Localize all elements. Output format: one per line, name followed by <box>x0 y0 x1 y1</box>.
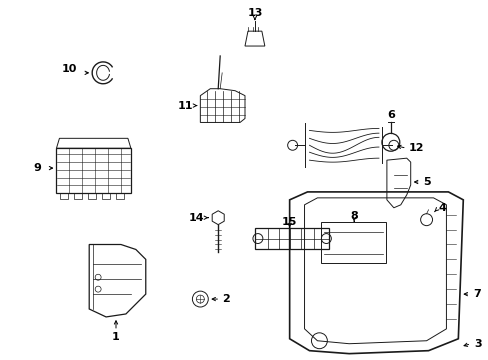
Text: 13: 13 <box>247 8 262 18</box>
Text: 6: 6 <box>386 109 394 120</box>
Text: 5: 5 <box>423 177 430 187</box>
Text: 14: 14 <box>188 213 204 223</box>
Text: 2: 2 <box>222 294 229 304</box>
Text: 7: 7 <box>472 289 480 299</box>
Text: 1: 1 <box>112 332 120 342</box>
Text: 8: 8 <box>349 211 357 221</box>
Text: 4: 4 <box>438 203 446 213</box>
Text: 11: 11 <box>177 100 193 111</box>
Text: 10: 10 <box>61 64 77 74</box>
Text: 15: 15 <box>282 217 297 227</box>
Text: 9: 9 <box>34 163 41 173</box>
Text: 12: 12 <box>408 143 424 153</box>
Text: 3: 3 <box>473 339 481 349</box>
